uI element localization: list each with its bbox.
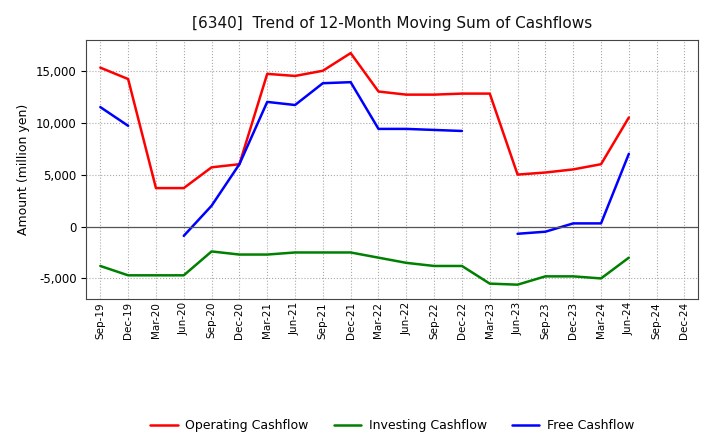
Line: Operating Cashflow: Operating Cashflow [100, 53, 629, 188]
Investing Cashflow [291, 250, 300, 255]
Title: [6340]  Trend of 12-Month Moving Sum of Cashflows: [6340] Trend of 12-Month Moving Sum of C… [192, 16, 593, 32]
Operating Cashflow [569, 167, 577, 172]
Investing Cashflow [624, 255, 633, 260]
Operating Cashflow [235, 161, 243, 167]
Investing Cashflow [513, 282, 522, 287]
Investing Cashflow [263, 252, 271, 257]
Operating Cashflow [597, 161, 606, 167]
Operating Cashflow [124, 77, 132, 82]
Legend: Operating Cashflow, Investing Cashflow, Free Cashflow: Operating Cashflow, Investing Cashflow, … [145, 414, 639, 437]
Investing Cashflow [430, 263, 438, 268]
Operating Cashflow [318, 68, 327, 73]
Investing Cashflow [541, 274, 550, 279]
Investing Cashflow [179, 273, 188, 278]
Operating Cashflow [179, 185, 188, 191]
Operating Cashflow [207, 165, 216, 170]
Investing Cashflow [207, 249, 216, 254]
Line: Free Cashflow: Free Cashflow [100, 107, 128, 126]
Investing Cashflow [402, 260, 410, 265]
Operating Cashflow [430, 92, 438, 97]
Investing Cashflow [96, 263, 104, 268]
Investing Cashflow [597, 276, 606, 281]
Operating Cashflow [513, 172, 522, 177]
Investing Cashflow [124, 273, 132, 278]
Investing Cashflow [235, 252, 243, 257]
Investing Cashflow [569, 274, 577, 279]
Free Cashflow [124, 123, 132, 128]
Operating Cashflow [485, 91, 494, 96]
Investing Cashflow [152, 273, 161, 278]
Operating Cashflow [152, 185, 161, 191]
Operating Cashflow [346, 51, 355, 56]
Operating Cashflow [291, 73, 300, 79]
Operating Cashflow [374, 89, 383, 94]
Investing Cashflow [346, 250, 355, 255]
Y-axis label: Amount (million yen): Amount (million yen) [17, 104, 30, 235]
Operating Cashflow [263, 71, 271, 77]
Investing Cashflow [318, 250, 327, 255]
Operating Cashflow [458, 91, 467, 96]
Investing Cashflow [374, 255, 383, 260]
Investing Cashflow [485, 281, 494, 286]
Free Cashflow [96, 104, 104, 110]
Operating Cashflow [96, 65, 104, 70]
Investing Cashflow [458, 263, 467, 268]
Line: Investing Cashflow: Investing Cashflow [100, 251, 629, 285]
Operating Cashflow [541, 170, 550, 175]
Operating Cashflow [624, 115, 633, 120]
Operating Cashflow [402, 92, 410, 97]
